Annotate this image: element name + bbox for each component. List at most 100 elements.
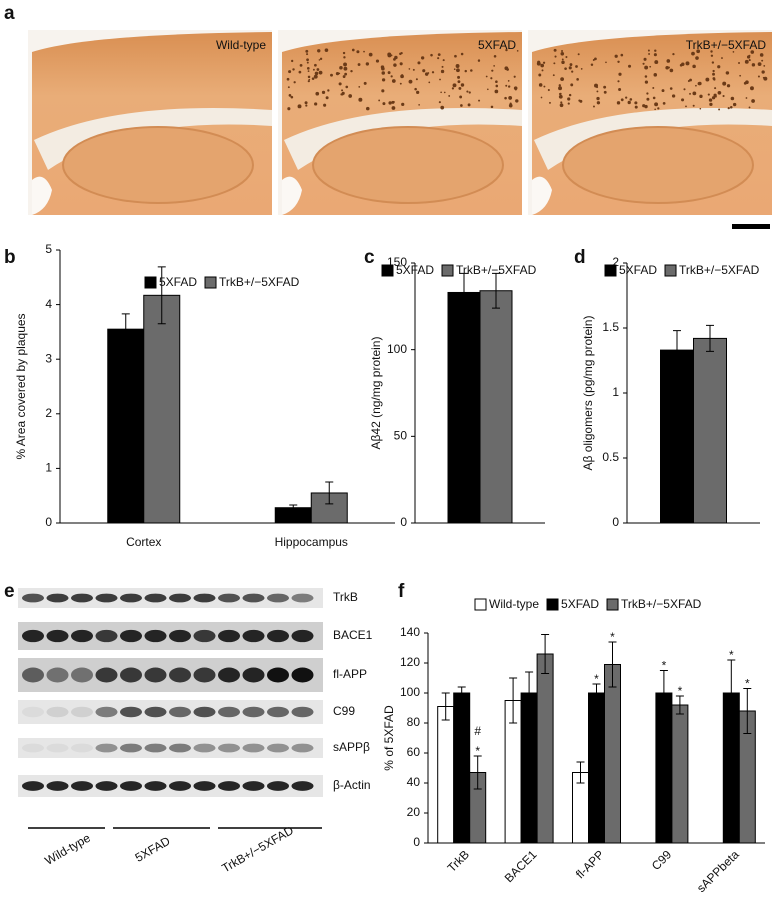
- y-tick-label: 60: [407, 745, 421, 759]
- blot-band: [95, 781, 118, 791]
- plaque: [306, 53, 309, 56]
- plaque: [671, 94, 676, 98]
- plaque: [382, 102, 386, 106]
- bar: [143, 294, 181, 524]
- plaque: [559, 103, 564, 108]
- y-tick-label: 80: [407, 715, 421, 729]
- blot-band: [22, 667, 44, 683]
- blot-band: [144, 629, 167, 643]
- plaque: [291, 59, 294, 63]
- plaque: [306, 66, 310, 70]
- bar: [453, 692, 471, 844]
- plaque: [577, 53, 580, 56]
- error-bar: [289, 504, 298, 511]
- hippocampus: [62, 126, 254, 204]
- plaque: [468, 91, 471, 94]
- plaque: [341, 89, 344, 92]
- plaque: [343, 62, 347, 67]
- plaque: [490, 105, 494, 109]
- bar: [693, 337, 727, 524]
- plaque: [318, 59, 321, 61]
- blot-band: [95, 593, 118, 603]
- image-label: TrkB+/−5XFAD: [686, 38, 767, 52]
- plaque: [707, 93, 710, 96]
- plaque: [485, 75, 488, 78]
- plaque: [669, 68, 674, 73]
- plaque: [558, 86, 563, 91]
- plaque: [381, 78, 386, 82]
- plaque: [487, 88, 489, 91]
- plaque: [368, 52, 373, 57]
- significance-mark: *: [745, 677, 750, 691]
- plaque: [508, 96, 513, 100]
- plaque: [648, 53, 651, 55]
- bar-chart: 0 20 40 60 80 100 120 140 % of 5XFAD TrkB * # BACE1 f…: [382, 597, 765, 895]
- plaque: [744, 59, 749, 64]
- plaque: [286, 77, 290, 81]
- legend-swatch: [144, 276, 157, 289]
- legend-label: 5XFAD: [396, 263, 434, 277]
- blot-band: [291, 593, 314, 603]
- error-bar: [675, 695, 684, 715]
- plaque: [453, 68, 456, 71]
- error-bar: [325, 481, 334, 505]
- plaque: [428, 81, 431, 84]
- band-label: fl-APP: [333, 667, 367, 681]
- plaque: [553, 62, 556, 65]
- plaque: [358, 86, 361, 88]
- plaque: [437, 53, 441, 56]
- plaque: [540, 63, 545, 68]
- plaque: [759, 53, 764, 57]
- error-bar: [121, 313, 130, 345]
- plaque: [505, 48, 508, 52]
- significance-mark: #: [474, 724, 481, 738]
- plaque: [695, 84, 697, 87]
- plaque: [440, 91, 442, 94]
- plaque: [416, 90, 420, 94]
- plaque: [732, 102, 737, 107]
- blot-band: [193, 593, 216, 603]
- bar: [671, 704, 689, 844]
- plaque: [697, 81, 701, 86]
- error-bar: [706, 324, 714, 352]
- plaque: [732, 51, 735, 53]
- blot-band: [218, 629, 240, 643]
- plaque: [388, 101, 392, 105]
- plaque: [387, 52, 392, 57]
- plaque: [348, 94, 353, 98]
- plaque: [415, 78, 418, 81]
- plaque: [761, 59, 764, 62]
- y-axis-label: % of 5XFAD: [382, 705, 396, 771]
- plaque: [710, 54, 714, 57]
- plaque: [569, 63, 573, 66]
- legend-swatch: [474, 598, 487, 611]
- legend-swatch: [204, 276, 217, 289]
- plaque: [738, 62, 740, 64]
- plaque: [358, 97, 363, 102]
- plaque: [717, 65, 721, 69]
- y-tick-label: 4: [45, 297, 52, 311]
- plaque: [330, 73, 333, 77]
- blot-band: [71, 667, 93, 683]
- plaque: [464, 69, 467, 73]
- plaque: [319, 57, 323, 61]
- blot-band: [71, 593, 93, 603]
- plaque: [592, 105, 595, 108]
- plaque: [357, 63, 361, 66]
- plaque: [644, 75, 648, 78]
- blot-band: [144, 667, 167, 683]
- plaque: [325, 96, 329, 100]
- blot-band: [291, 743, 314, 753]
- y-tick-label: 0: [612, 515, 619, 529]
- plaque: [438, 101, 441, 104]
- plaque: [757, 75, 760, 78]
- plaque: [685, 105, 687, 108]
- plaque: [460, 83, 465, 87]
- blot-band: [242, 743, 265, 753]
- plaque: [313, 74, 318, 79]
- plaque: [451, 87, 455, 90]
- plaque: [507, 80, 510, 82]
- plaque: [685, 61, 690, 66]
- plaque: [318, 70, 323, 75]
